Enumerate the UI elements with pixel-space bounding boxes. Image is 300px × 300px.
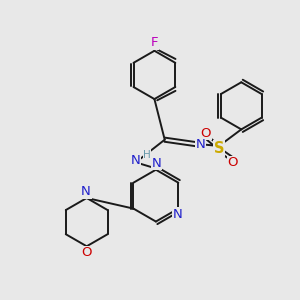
Text: H: H — [143, 150, 151, 160]
Text: N: N — [130, 154, 140, 167]
Text: N: N — [81, 185, 91, 198]
Text: S: S — [214, 141, 224, 156]
Text: O: O — [81, 246, 92, 259]
Text: F: F — [151, 36, 158, 49]
Text: O: O — [227, 156, 238, 169]
Text: N: N — [152, 157, 161, 170]
Text: N: N — [196, 138, 206, 151]
Text: N: N — [173, 208, 183, 221]
Text: O: O — [201, 127, 211, 140]
